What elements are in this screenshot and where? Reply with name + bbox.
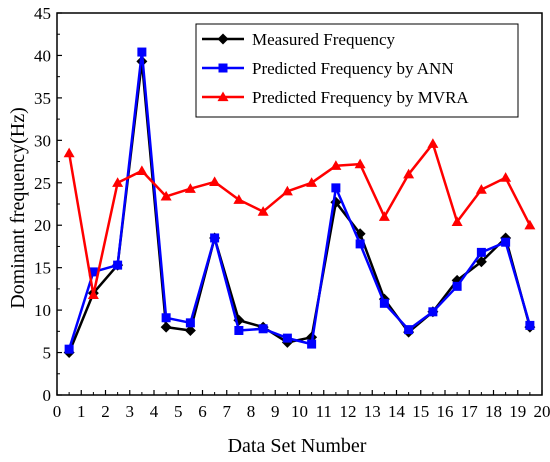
x-tick-label: 10 <box>291 402 308 421</box>
legend-marker-1 <box>217 33 229 45</box>
series-3-point <box>330 160 342 170</box>
x-tick-label: 13 <box>364 402 381 421</box>
legend-box <box>195 23 519 118</box>
series-3-point <box>427 138 439 148</box>
x-tick-label: 14 <box>388 402 406 421</box>
series-2-point <box>501 237 511 247</box>
series-3-point <box>281 185 293 196</box>
series-3-point <box>136 165 148 176</box>
series-3-point <box>257 206 269 216</box>
legend-label-1: Measured Frequency <box>252 30 396 49</box>
series-2-point <box>282 333 292 343</box>
x-tick-label: 18 <box>485 402 502 421</box>
x-tick-label: 17 <box>461 402 479 421</box>
x-tick-label: 2 <box>101 402 110 421</box>
legend-label-3: Predicted Frequency by MVRA <box>252 88 469 107</box>
series-3-point <box>306 177 318 187</box>
series-3-point <box>475 184 487 194</box>
series-2-point <box>379 298 389 308</box>
series-3-point <box>378 211 390 221</box>
y-tick-label: 45 <box>34 4 51 23</box>
series-2-point <box>113 260 123 270</box>
series-2-point <box>234 325 244 335</box>
x-tick-label: 1 <box>77 402 86 421</box>
series-3-point <box>87 289 99 299</box>
series-3-point <box>209 176 221 187</box>
series-2-point <box>525 320 535 330</box>
series-1-point <box>160 321 172 333</box>
x-tick-label: 6 <box>198 402 207 421</box>
x-tick-label: 7 <box>223 402 232 421</box>
series-2-point <box>161 313 171 323</box>
series-3-point <box>112 177 124 187</box>
legend-label-2: Predicted Frequency by ANN <box>252 59 454 78</box>
y-tick-label: 40 <box>34 46 51 65</box>
x-axis-title: Data Set Number <box>228 435 367 457</box>
series-3-point <box>63 147 75 158</box>
series-2-point <box>137 47 147 57</box>
y-tick-label: 0 <box>43 386 52 405</box>
series-2-point <box>307 339 317 349</box>
series-2-point <box>210 233 220 243</box>
legend-marker-3 <box>217 91 229 102</box>
series-2-point <box>258 324 268 334</box>
series-3-point <box>500 172 512 182</box>
plot-area <box>63 47 536 359</box>
x-tick-label: 12 <box>340 402 357 421</box>
series-3-point <box>184 183 196 193</box>
x-tick-label: 5 <box>174 402 183 421</box>
series-3-point <box>451 216 463 226</box>
x-tick-label: 11 <box>316 402 332 421</box>
y-tick-label: 35 <box>34 89 51 108</box>
x-tick-label: 3 <box>126 402 135 421</box>
x-tick-label: 20 <box>534 402 550 421</box>
series-2-point <box>64 344 74 354</box>
series-2-point <box>355 239 365 249</box>
series-2-point <box>331 183 341 193</box>
series-1-point <box>475 256 487 268</box>
series-line-3 <box>67 142 532 297</box>
legend: Measured Frequency Predicted Frequency by… <box>195 23 519 118</box>
series-3-point <box>354 158 366 169</box>
series-2-point <box>88 267 98 277</box>
series-3-point <box>233 194 245 204</box>
x-tick-label: 16 <box>437 402 454 421</box>
x-tick-label: 19 <box>509 402 526 421</box>
x-tick-label: 4 <box>150 402 159 421</box>
series-2-point <box>185 318 195 328</box>
y-tick-label: 5 <box>43 344 52 363</box>
y-tick-label: 25 <box>34 174 51 193</box>
y-tick-label: 30 <box>34 131 51 150</box>
series-2-point <box>476 247 486 257</box>
y-tick-label: 10 <box>34 301 51 320</box>
x-tick-label: 0 <box>53 402 62 421</box>
series-2-point <box>428 307 438 317</box>
x-tick-label: 8 <box>247 402 256 421</box>
series-3-point <box>403 168 415 179</box>
x-tick-label: 9 <box>271 402 280 421</box>
y-axis-title: Dominant frequency(Hz) <box>7 107 29 309</box>
series-2-point <box>452 281 462 291</box>
series-3-point <box>524 219 536 230</box>
series-2-point <box>404 325 414 335</box>
series-3-point <box>160 190 172 201</box>
axes: 0 1 2 3 4 5 6 7 8 9 10 11 12 13 14 15 16 17 18 19 2005101520… <box>34 4 550 421</box>
y-tick-label: 15 <box>34 259 51 278</box>
series-1-point <box>184 324 196 336</box>
legend-marker-2 <box>218 63 228 73</box>
y-tick-label: 20 <box>34 216 51 235</box>
x-tick-label: 15 <box>412 402 429 421</box>
